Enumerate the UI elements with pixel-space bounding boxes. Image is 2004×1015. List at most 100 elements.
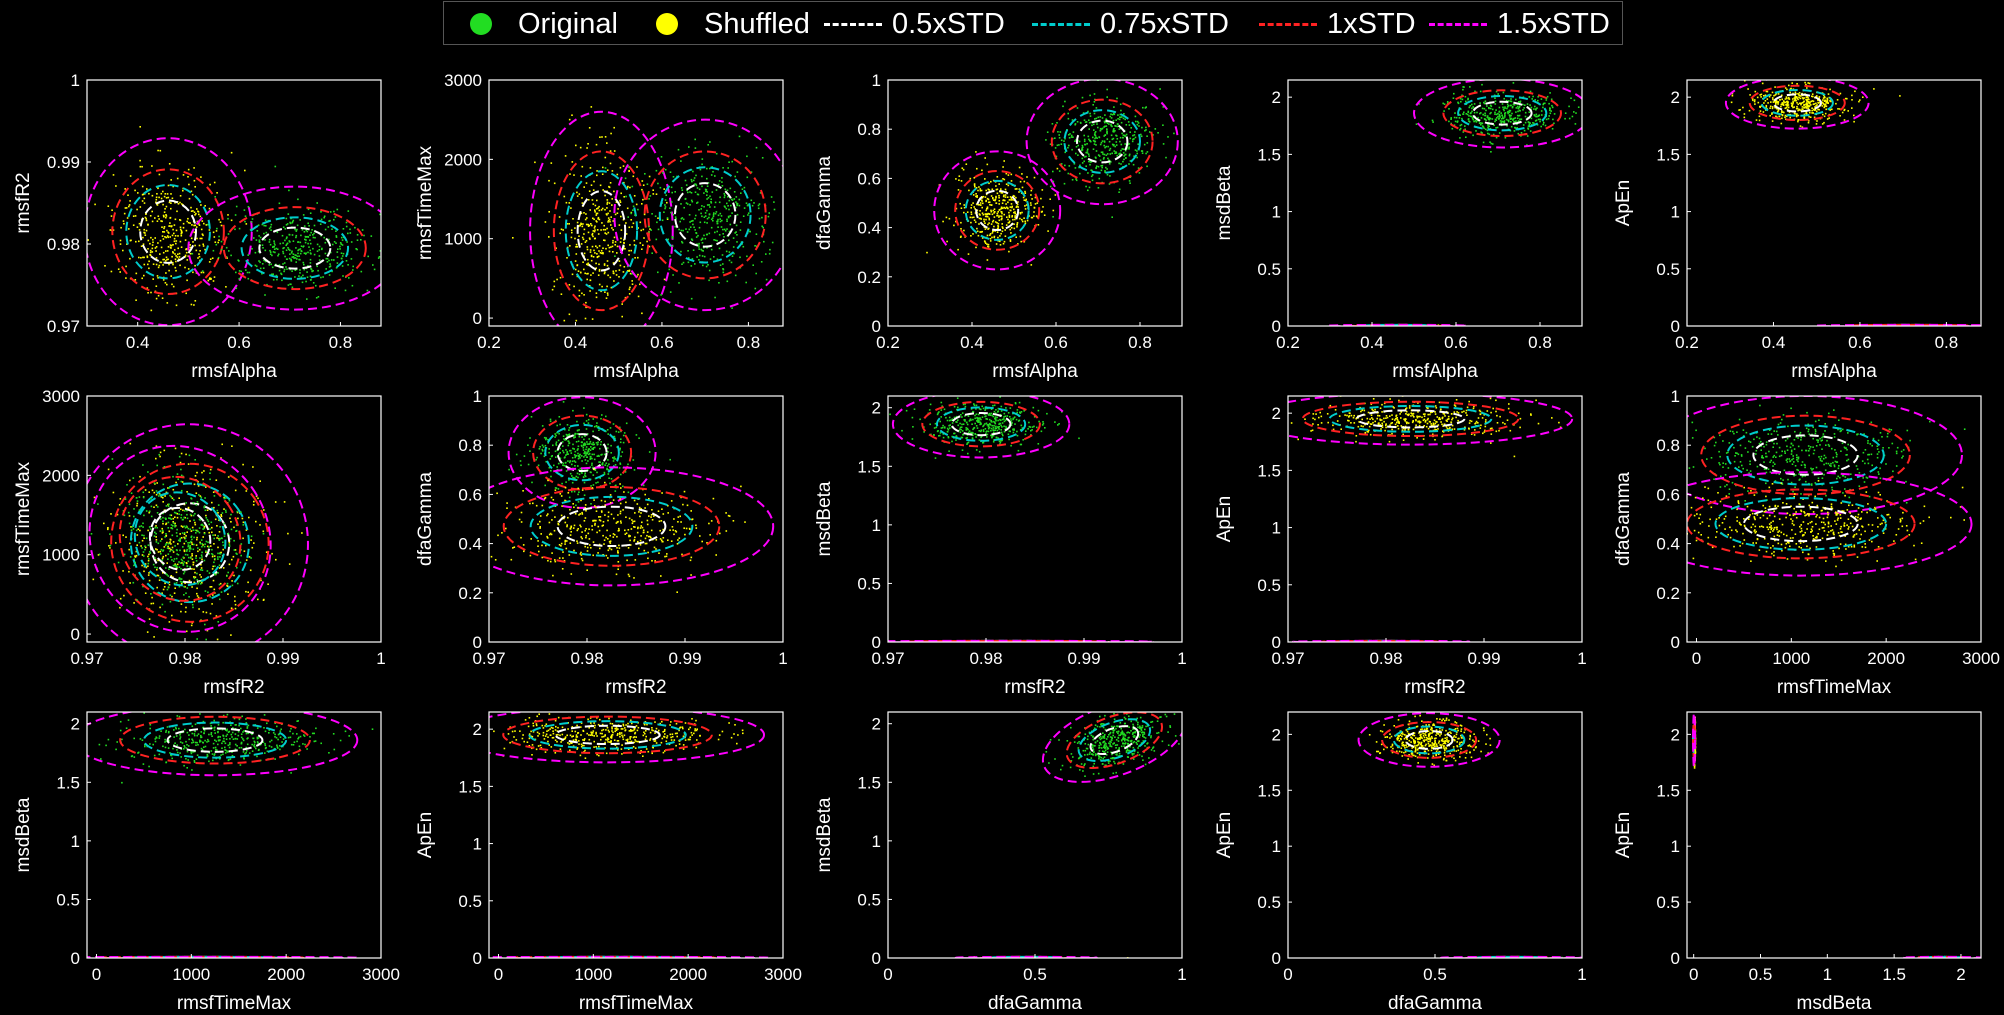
- data-point: [123, 594, 125, 597]
- data-point: [201, 558, 203, 561]
- data-point: [726, 189, 729, 192]
- data-point: [1483, 101, 1485, 104]
- data-point: [1100, 141, 1103, 144]
- data-point: [628, 249, 630, 252]
- data-point: [220, 248, 223, 251]
- data-point: [190, 541, 193, 544]
- data-point: [153, 482, 156, 484]
- data-point: [599, 477, 601, 479]
- data-point: [1093, 143, 1096, 145]
- data-point: [1823, 121, 1825, 124]
- data-point: [167, 586, 170, 588]
- data-point: [566, 435, 568, 438]
- data-point: [196, 587, 198, 590]
- data-point: [1841, 111, 1844, 114]
- data-point: [139, 165, 142, 168]
- data-point: [1829, 109, 1831, 111]
- data-point: [684, 179, 687, 182]
- data-point: [568, 479, 570, 481]
- data-point: [128, 548, 130, 551]
- data-point: [698, 242, 700, 245]
- data-point: [584, 218, 587, 221]
- data-point: [341, 244, 344, 246]
- data-point: [166, 541, 168, 544]
- data-point: [637, 273, 639, 276]
- data-point: [208, 229, 211, 231]
- data-point: [1138, 172, 1141, 174]
- data-point: [183, 594, 185, 596]
- data-point: [582, 444, 585, 447]
- data-point: [573, 448, 575, 450]
- data-point: [223, 496, 225, 499]
- data-point: [568, 442, 570, 445]
- data-point: [576, 264, 579, 266]
- data-point: [151, 194, 154, 197]
- data-point: [320, 211, 322, 213]
- data-point: [194, 521, 196, 524]
- data-point: [599, 447, 601, 450]
- data-point: [1033, 206, 1036, 209]
- data-point: [605, 247, 607, 250]
- data-point: [188, 197, 191, 200]
- data-point: [590, 503, 592, 505]
- data-point: [1089, 160, 1091, 163]
- data-point: [306, 298, 308, 300]
- data-point: [1807, 97, 1809, 99]
- data-point: [1060, 139, 1063, 142]
- data-point: [1500, 112, 1502, 114]
- data-point: [140, 245, 143, 247]
- data-point: [152, 278, 154, 280]
- data-point: [166, 229, 168, 232]
- data-point: [176, 528, 178, 531]
- data-point: [1101, 128, 1103, 130]
- data-point: [1087, 189, 1089, 192]
- data-point: [181, 518, 184, 521]
- data-point: [156, 482, 158, 484]
- data-point: [200, 576, 202, 578]
- data-point: [1522, 109, 1524, 111]
- data-point: [339, 248, 341, 250]
- data-point: [712, 213, 715, 216]
- data-point: [174, 524, 176, 526]
- data-point: [632, 205, 635, 208]
- data-point: [596, 422, 598, 424]
- y-tick-label: 0.99: [47, 153, 80, 172]
- data-point: [1459, 114, 1461, 116]
- data-point: [1087, 135, 1090, 138]
- data-point: [234, 489, 237, 492]
- data-point: [196, 538, 198, 541]
- data-point: [214, 196, 216, 198]
- data-point: [1124, 135, 1127, 138]
- data-point: [1822, 102, 1824, 105]
- data-point: [1786, 115, 1788, 118]
- data-point: [170, 543, 172, 545]
- data-point: [129, 200, 131, 202]
- data-point: [157, 574, 160, 577]
- data-point: [212, 565, 214, 568]
- data-point: [975, 203, 978, 206]
- data-point: [154, 566, 156, 569]
- data-point: [194, 513, 196, 515]
- data-point: [157, 559, 159, 562]
- data-point: [176, 177, 179, 180]
- data-point: [133, 558, 135, 561]
- data-point: [150, 236, 152, 239]
- data-point: [184, 582, 186, 584]
- data-point: [593, 453, 595, 456]
- data-point: [303, 252, 306, 254]
- data-point: [1801, 106, 1804, 108]
- data-point: [589, 249, 592, 251]
- data-point: [626, 207, 629, 210]
- data-point: [1011, 199, 1014, 201]
- data-point: [231, 580, 233, 582]
- data-point: [224, 509, 227, 512]
- data-point: [1054, 147, 1057, 149]
- data-point: [1128, 180, 1131, 182]
- data-point: [585, 446, 588, 448]
- data-point: [1120, 143, 1123, 146]
- data-point: [713, 212, 715, 214]
- data-point: [190, 548, 192, 550]
- data-point: [565, 201, 568, 204]
- data-point: [233, 549, 236, 551]
